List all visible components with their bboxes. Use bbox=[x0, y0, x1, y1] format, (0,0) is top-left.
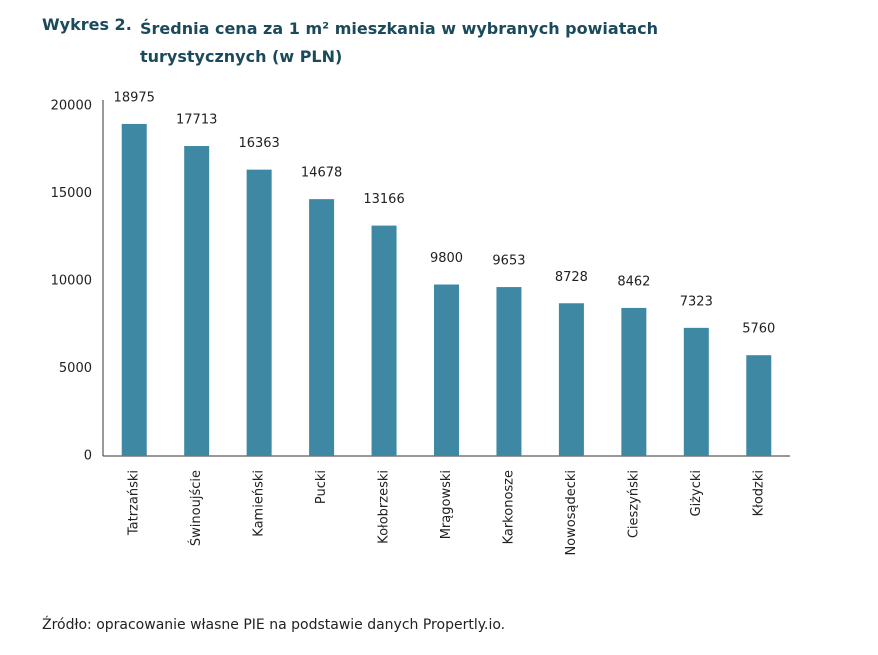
bar bbox=[371, 225, 397, 456]
source-note: Źródło: opracowanie własne PIE na podsta… bbox=[42, 617, 506, 633]
x-tick-label: Tatrzański bbox=[127, 470, 142, 536]
value-label: 7323 bbox=[680, 294, 713, 309]
bar bbox=[558, 303, 584, 456]
x-tick-label: Mrągowski bbox=[439, 470, 454, 539]
chart-title: Średnia cena za 1 m² mieszkania w wybran… bbox=[140, 19, 659, 66]
value-label: 17713 bbox=[176, 113, 217, 128]
y-tick-label: 15000 bbox=[51, 186, 92, 201]
value-label: 5760 bbox=[742, 322, 775, 337]
bar bbox=[309, 199, 335, 456]
x-tick-label: Karkonosze bbox=[501, 470, 516, 544]
value-label: 8462 bbox=[617, 274, 650, 289]
bar bbox=[746, 355, 772, 456]
bar bbox=[121, 123, 147, 456]
value-label: 9653 bbox=[492, 254, 525, 269]
value-label: 16363 bbox=[238, 136, 279, 151]
y-tick-label: 20000 bbox=[51, 99, 92, 114]
value-label: 9800 bbox=[430, 251, 463, 266]
x-tick-label: Kamieński bbox=[252, 470, 267, 537]
x-tick-label: Świnoujście bbox=[188, 470, 204, 546]
chart-label: Wykres 2. bbox=[42, 15, 132, 34]
bar bbox=[621, 307, 647, 456]
y-tick-label: 5000 bbox=[59, 361, 92, 376]
value-label: 14678 bbox=[301, 166, 342, 181]
bar bbox=[434, 284, 459, 456]
value-label: 18975 bbox=[114, 90, 155, 105]
x-tick-label: Cieszyński bbox=[626, 470, 641, 538]
value-label: 8728 bbox=[555, 270, 588, 285]
x-tick-label: Kołobrzeski bbox=[377, 470, 392, 544]
bar bbox=[496, 287, 522, 456]
bar bbox=[683, 327, 709, 456]
x-tick-label: Kłodzki bbox=[751, 470, 766, 516]
y-tick-label: 0 bbox=[84, 449, 92, 464]
bar bbox=[246, 169, 272, 456]
value-label: 13166 bbox=[363, 192, 404, 207]
x-tick-label: Giżycki bbox=[689, 470, 704, 517]
x-tick-label: Nowosądecki bbox=[564, 470, 579, 556]
chart: 0 5000 10000 15000 20000 Tatrzański 18975 Świno… bbox=[51, 90, 790, 556]
bar bbox=[184, 146, 210, 456]
y-tick-label: 10000 bbox=[51, 274, 92, 289]
x-tick-label: Pucki bbox=[314, 470, 329, 504]
